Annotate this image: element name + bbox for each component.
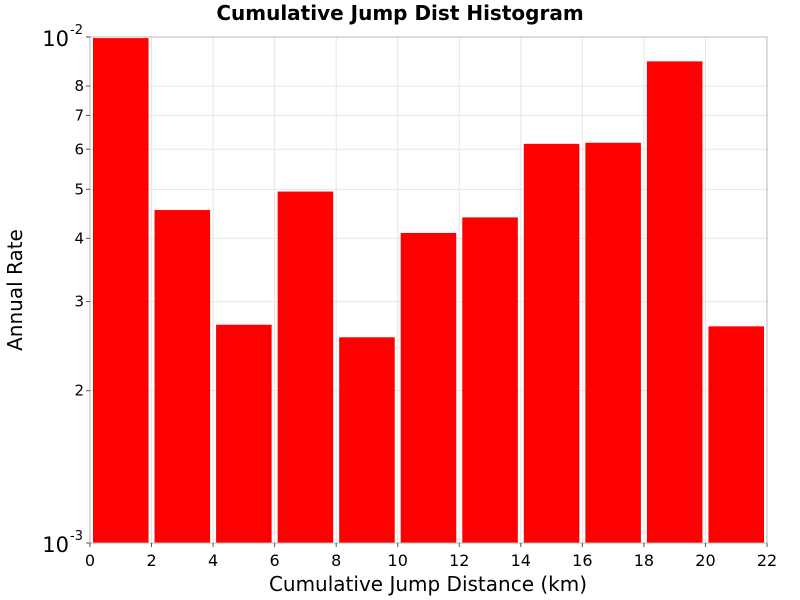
y-axis-label: Annual Rate [3,229,27,351]
x-tick-label: 16 [572,551,592,570]
x-tick-label: 10 [388,551,408,570]
histogram-bar [400,232,457,543]
x-tick-label: 18 [634,551,654,570]
y-tick-label: 2 [74,382,84,400]
y-tick-label: 5 [74,180,84,198]
y-tick-label: 7 [74,106,84,124]
y-tick-label: 3 [74,293,84,311]
x-axis-label: Cumulative Jump Distance (km) [269,572,587,596]
histogram-bar [93,38,149,543]
plot-frame [89,36,768,544]
bars [93,38,764,544]
x-tick-label: 20 [695,551,715,570]
chart-title: Cumulative Jump Dist Histogram [216,1,583,25]
y-decade-tick-label: 10 [42,533,69,557]
histogram-bar [277,191,334,543]
histogram-bar [523,143,580,543]
histogram-bar [462,217,518,543]
histogram-bar [708,326,764,543]
x-tick-label: 4 [208,551,218,570]
x-tick-label: 2 [146,551,156,570]
x-tick-label: 14 [511,551,531,570]
histogram-bar [216,324,272,543]
x-tick-label: 0 [85,551,95,570]
y-decade-tick-label: 10 [42,27,69,51]
y-tick-label: 8 [74,77,84,95]
y-decade-tick-exponent: -3 [70,529,83,544]
x-tick-label: 6 [270,551,280,570]
y-decade-tick-exponent: -2 [70,23,83,38]
histogram-bar [339,337,395,543]
x-tick-label: 22 [757,551,777,570]
y-tick-label: 4 [74,229,84,247]
histogram-bar [585,142,641,543]
x-axis-ticks: 0 2 4 6 8 10 12 14 16 18 20 22 [85,543,777,570]
x-tick-label: 8 [331,551,341,570]
y-tick-label: 6 [74,140,84,158]
histogram-bar [646,61,703,544]
x-tick-label: 12 [449,551,469,570]
histogram-bar [154,210,211,543]
